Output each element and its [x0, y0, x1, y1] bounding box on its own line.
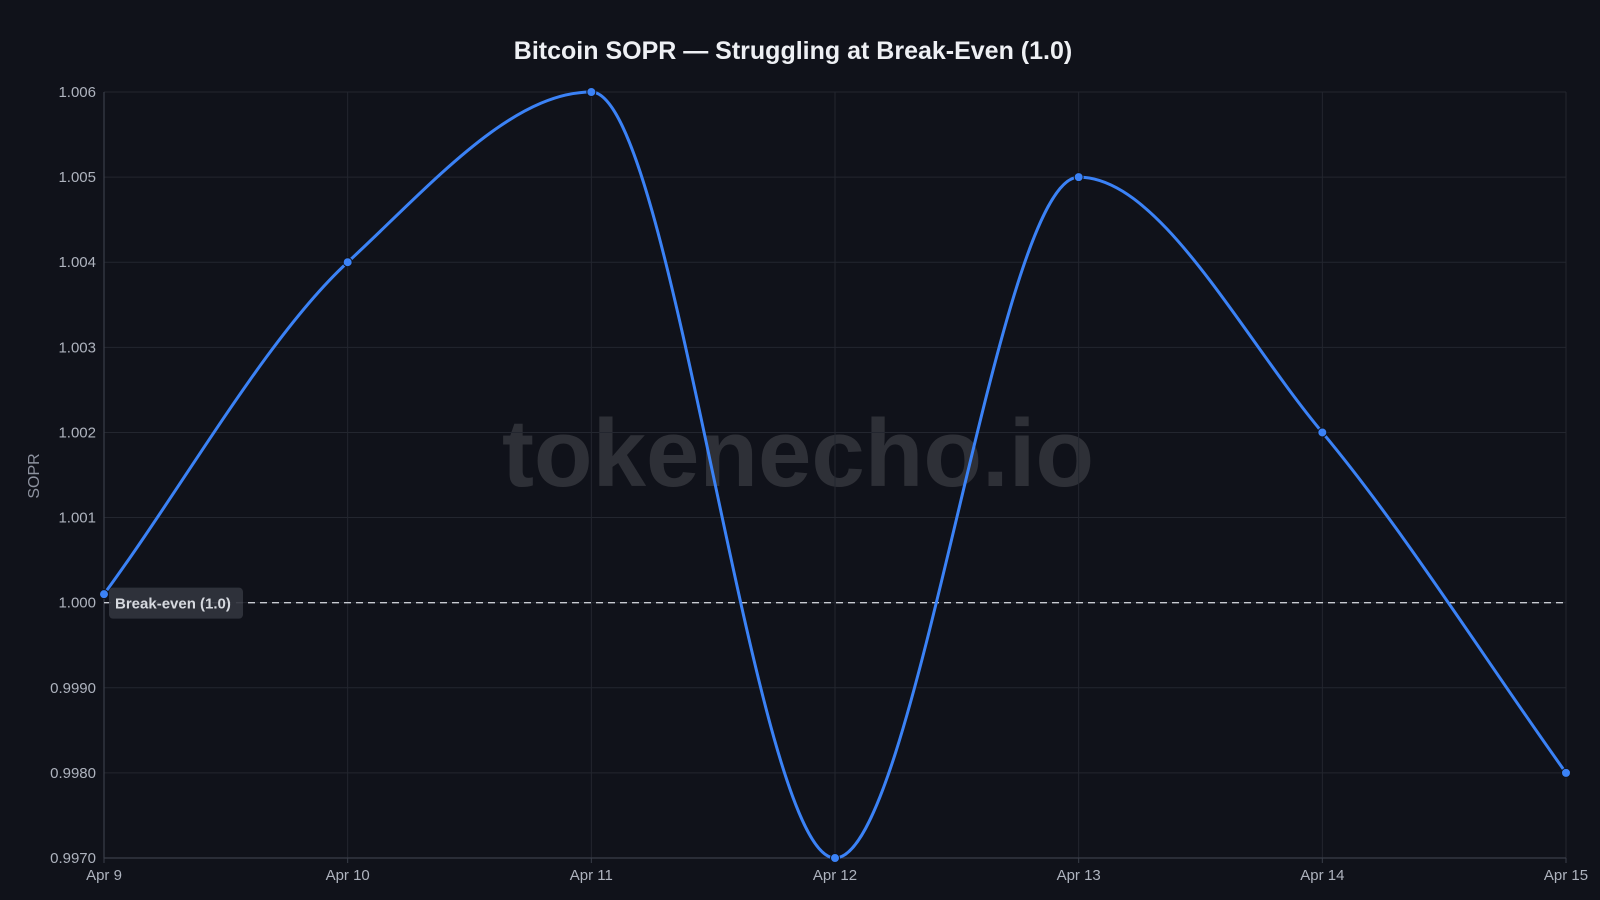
y-axis-label: SOPR	[26, 453, 43, 498]
x-tick-label: Apr 14	[1300, 867, 1344, 884]
data-point[interactable]	[1317, 427, 1328, 438]
x-tick-labels: Apr 9 Apr 10 Apr 11 Apr 12 Apr 13 Apr 14 Apr 1…	[86, 867, 1588, 884]
y-tick-label: 1.004	[58, 254, 96, 271]
x-tick-label: Apr 9	[86, 867, 122, 884]
data-point[interactable]	[1073, 172, 1084, 183]
data-point[interactable]	[342, 257, 353, 268]
y-tick-label: 1.001	[58, 510, 96, 527]
x-tick-label: Apr 13	[1057, 867, 1101, 884]
y-tick-label: 1.006	[58, 84, 96, 101]
break-even-reference: Break-even (1.0)	[104, 587, 1566, 619]
y-tick-labels: 0.9970 0.9980 0.9990 1.000 1.001 1.002 1.003 1.…	[50, 84, 96, 867]
chart-title: Bitcoin SOPR — Struggling at Break-Even …	[514, 37, 1072, 65]
y-tick-label: 0.9980	[50, 765, 96, 782]
x-tick-label: Apr 10	[326, 867, 370, 884]
data-point[interactable]	[99, 589, 109, 600]
y-tick-label: 1.003	[58, 339, 96, 356]
x-tick-label: Apr 11	[570, 867, 613, 884]
data-point[interactable]	[586, 87, 597, 97]
y-tick-label: 0.9990	[50, 680, 96, 697]
y-tick-label: 1.005	[58, 169, 96, 186]
x-tick-label: Apr 12	[813, 867, 857, 884]
data-point[interactable]	[1561, 767, 1571, 778]
watermark: tokenecho.io	[502, 400, 1094, 507]
data-point[interactable]	[830, 853, 840, 863]
y-tick-label: 1.000	[58, 595, 96, 612]
x-tick-label: Apr 15	[1544, 867, 1588, 884]
break-even-label-box	[109, 587, 243, 619]
break-even-label: Break-even (1.0)	[115, 596, 231, 613]
y-tick-label: 1.002	[58, 424, 96, 441]
series-group	[99, 87, 1571, 863]
y-tick-label: 0.9970	[50, 850, 96, 867]
